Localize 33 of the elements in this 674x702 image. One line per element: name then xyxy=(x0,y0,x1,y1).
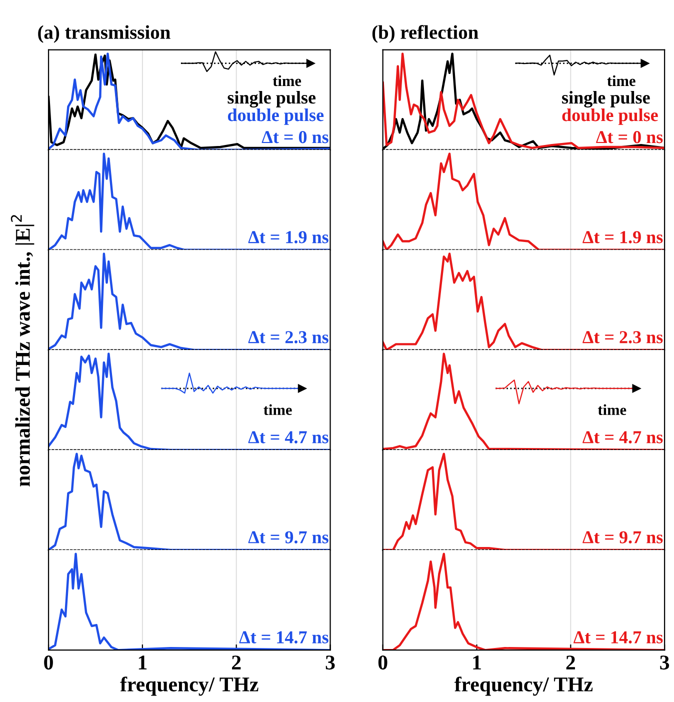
y-axis-title: normalized THz wave int., |E|$^{2}$ xyxy=(10,215,34,486)
series-label: double pulse xyxy=(562,108,658,125)
x-tick-label: 0 xyxy=(378,656,388,670)
annotation: Δt = 9.7 ns xyxy=(582,531,663,544)
annotation: Δt = 2.3 ns xyxy=(248,331,328,344)
annotation: Δt = 4.7 ns xyxy=(248,431,328,444)
x-tick-label: 1 xyxy=(138,656,147,670)
x-axis-title: time xyxy=(607,75,636,86)
annotation: Δt = 1.9 ns xyxy=(582,231,663,244)
x-tick-label: 1 xyxy=(473,656,481,670)
x-tick-label: 0 xyxy=(44,656,53,670)
x-axis-title: time xyxy=(598,404,626,416)
text: single pulse xyxy=(228,90,316,108)
annotation: Δt = 0 ns xyxy=(596,131,663,144)
annotation: Δt = 0 ns xyxy=(262,131,328,144)
x-tick-label: 3 xyxy=(326,656,335,670)
annotation: Δt = 14.7 ns xyxy=(574,631,663,644)
chart-title: (a) transmission xyxy=(38,25,170,43)
x-tick-label: 2 xyxy=(566,656,575,670)
x-axis-title: time xyxy=(264,404,292,416)
x-axis-title: frequency/ THz xyxy=(120,676,258,696)
x-axis-title: frequency/ THz xyxy=(454,676,593,696)
x-axis-title: time xyxy=(272,75,302,86)
annotation: Δt = 2.3 ns xyxy=(582,331,663,344)
x-tick-label: 3 xyxy=(660,656,670,670)
series-label: double pulse xyxy=(228,108,324,125)
annotation: Δt = 4.7 ns xyxy=(582,431,663,444)
annotation: Δt = 1.9 ns xyxy=(248,231,328,244)
annotation: Δt = 9.7 ns xyxy=(248,531,328,544)
chart-title: (b) reflection xyxy=(372,25,478,43)
text: single pulse xyxy=(562,90,650,108)
x-tick-label: 2 xyxy=(232,656,241,670)
annotation: Δt = 14.7 ns xyxy=(239,631,328,644)
